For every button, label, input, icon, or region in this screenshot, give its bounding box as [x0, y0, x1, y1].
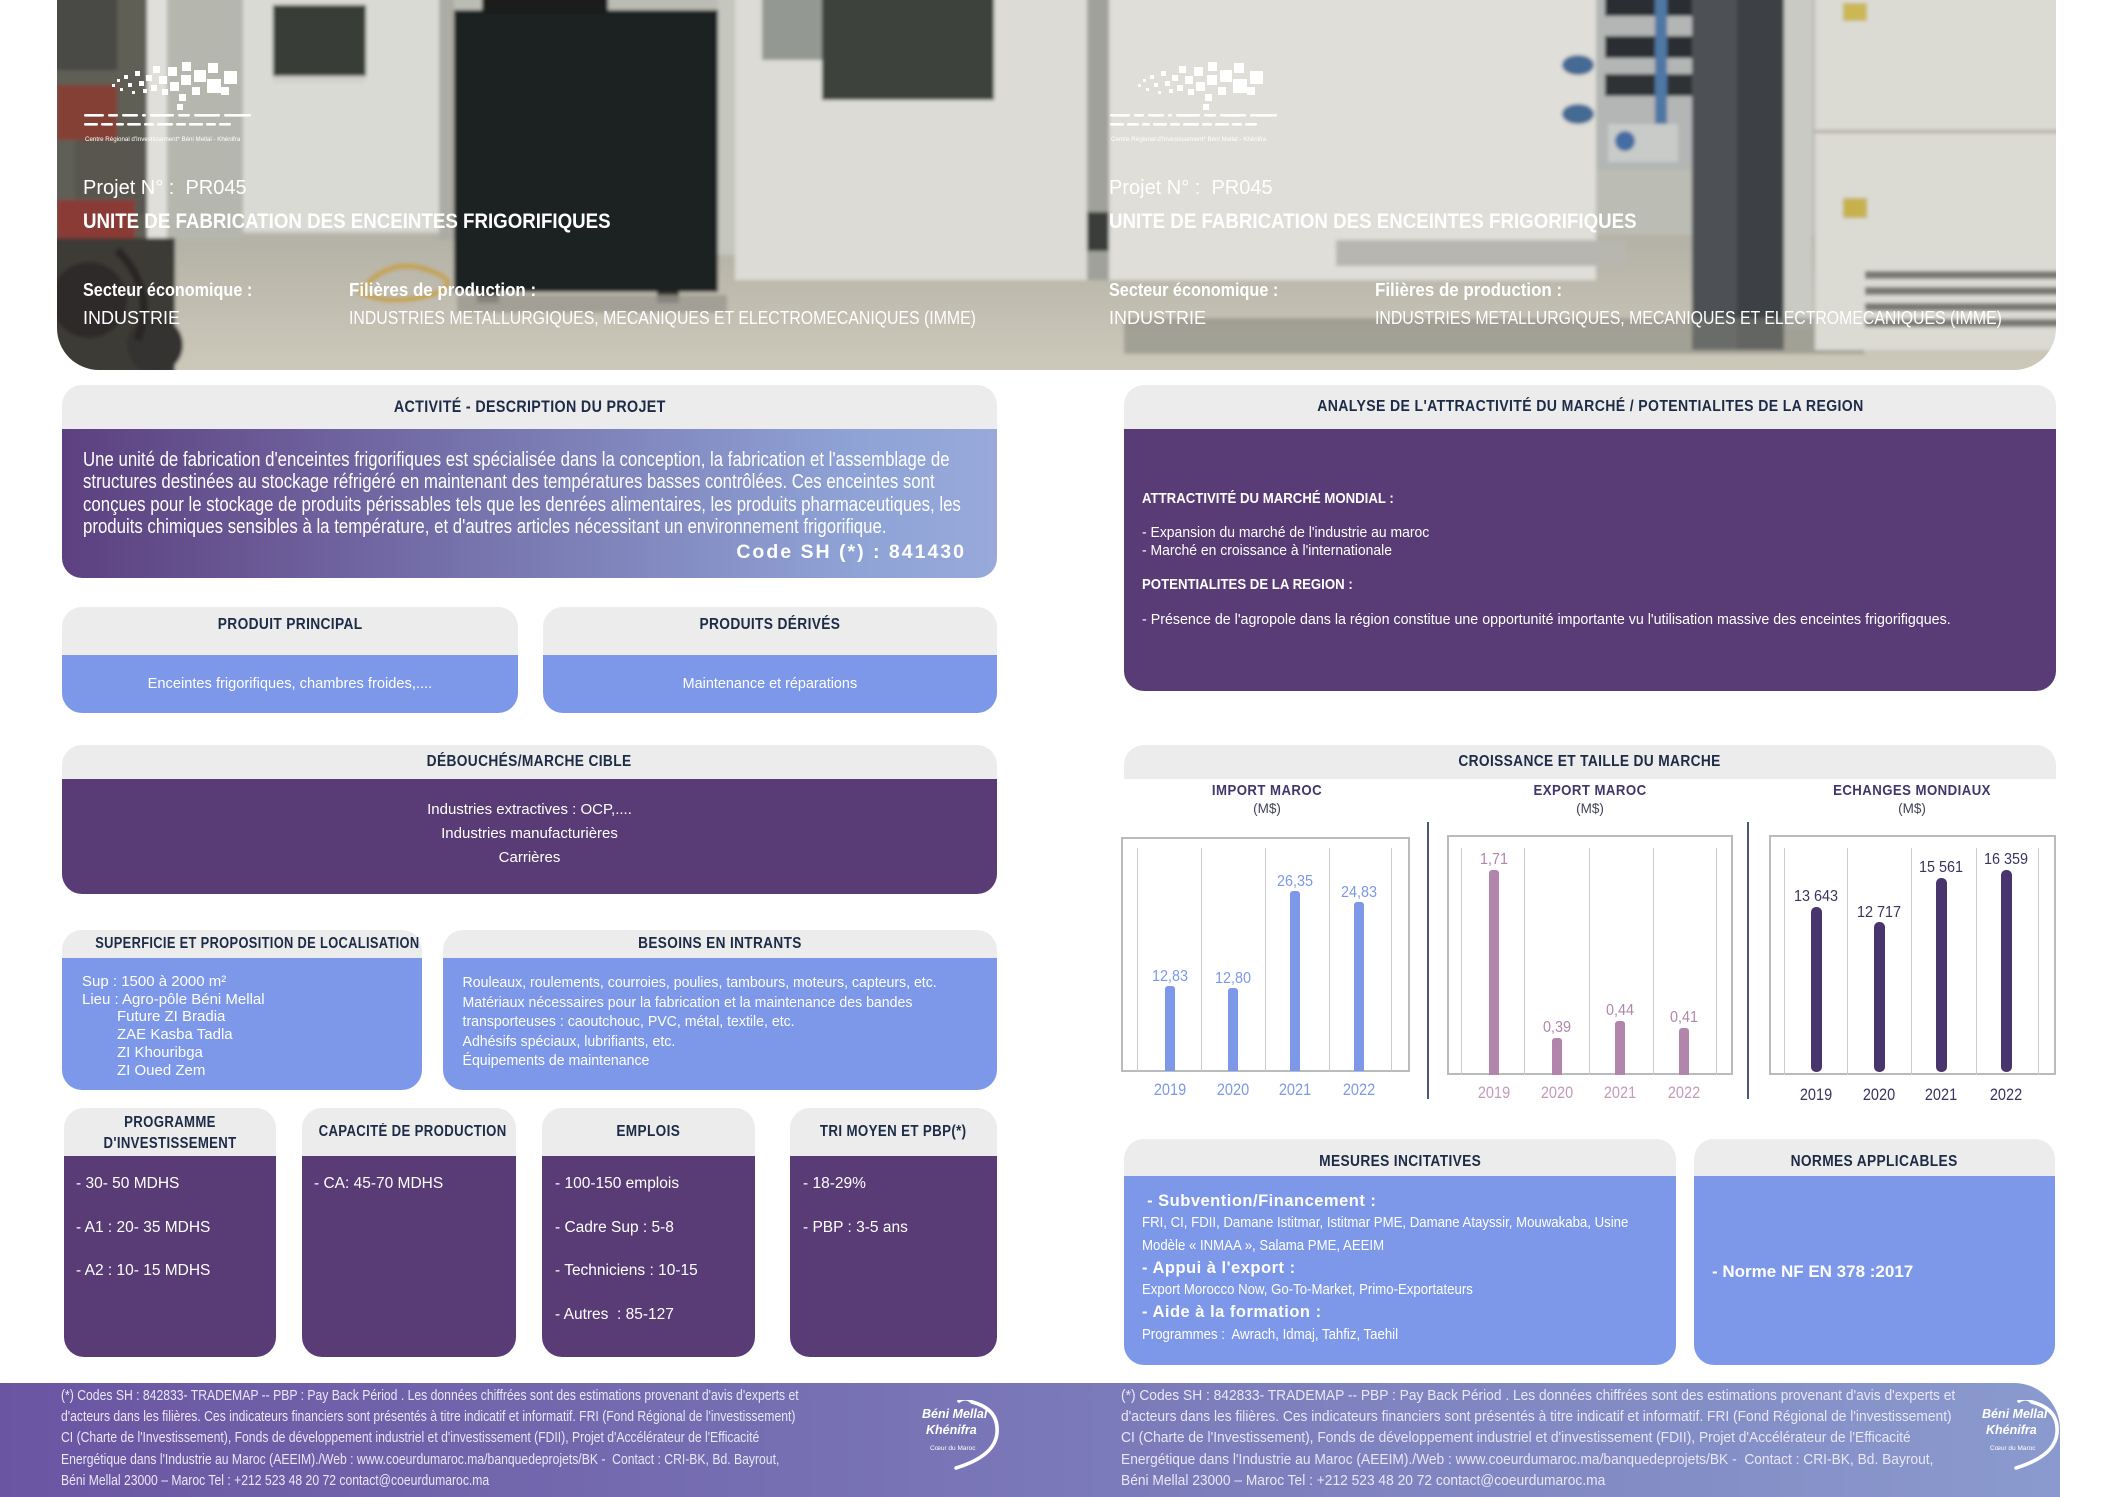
- svg-text:Béni Mellal: Béni Mellal: [922, 1407, 988, 1421]
- svg-text:Cœur du Maroc: Cœur du Maroc: [930, 1445, 976, 1452]
- svg-text:Khénifra: Khénifra: [926, 1423, 977, 1437]
- svg-text:Centre Régional d'Investisseme: Centre Régional d'Investissement* Béni M…: [85, 136, 241, 143]
